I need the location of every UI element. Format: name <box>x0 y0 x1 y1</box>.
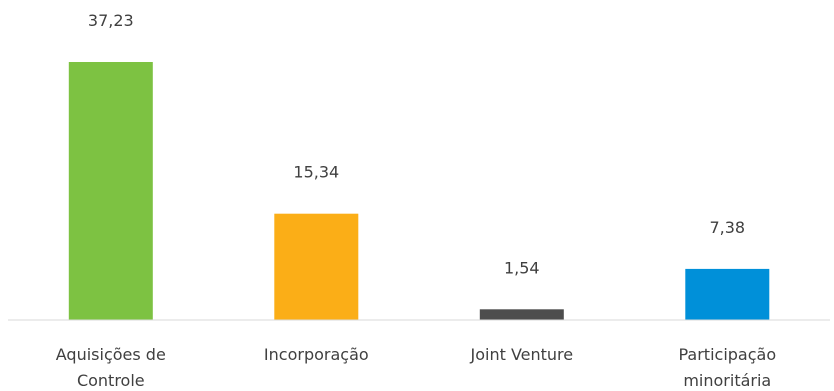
category-label-4-line-2: minoritária <box>683 371 771 390</box>
value-labels-group: 37,23 15,34 1,54 7,38 <box>88 11 745 277</box>
category-labels-group: Aquisições de Controle Incorporação Joint V… <box>56 345 776 390</box>
category-label-1-line-1: Aquisições de <box>56 345 166 364</box>
bar-1 <box>68 62 153 320</box>
data-label-3: 1,54 <box>504 258 540 277</box>
bars-group <box>68 62 770 320</box>
bar-3 <box>479 309 564 320</box>
data-label-2: 15,34 <box>293 163 339 182</box>
bar-4 <box>685 268 770 320</box>
bar-2 <box>274 213 359 320</box>
category-label-1-line-2: Controle <box>77 371 145 390</box>
data-label-1: 37,23 <box>88 11 134 30</box>
data-label-4: 7,38 <box>709 218 745 237</box>
category-label-3: Joint Venture <box>469 345 573 364</box>
category-label-2: Incorporação <box>264 345 369 364</box>
category-label-4-line-1: Participação <box>678 345 776 364</box>
